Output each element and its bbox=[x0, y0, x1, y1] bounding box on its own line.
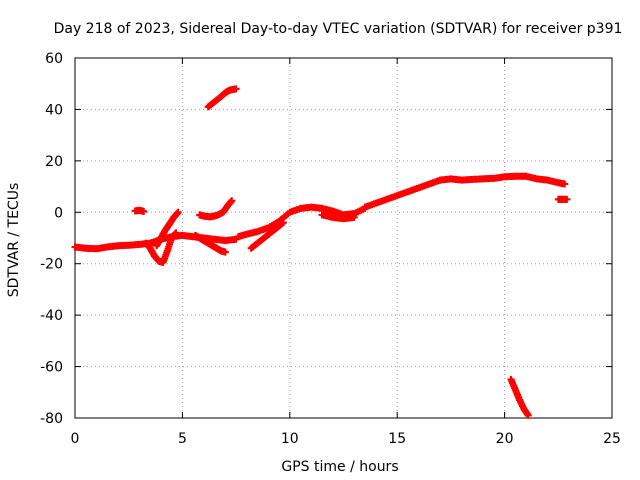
data-point bbox=[228, 197, 236, 205]
series-isolated-3h bbox=[131, 206, 148, 216]
series-plateau-17-21h bbox=[436, 172, 530, 184]
x-tick-label: 15 bbox=[388, 431, 406, 447]
chart-title: Day 218 of 2023, Sidereal Day-to-day VTE… bbox=[54, 21, 623, 37]
plot-frame bbox=[74, 57, 613, 419]
series-steep-descent-20-21h bbox=[507, 375, 532, 419]
series-dip-near-4h bbox=[142, 229, 180, 266]
series-decline-21-23h bbox=[522, 172, 569, 188]
x-tick-label: 0 bbox=[71, 431, 80, 447]
data-point bbox=[279, 219, 287, 227]
y-tick-label: -20 bbox=[40, 257, 63, 273]
series-rising-14-17h bbox=[361, 176, 444, 211]
data-point bbox=[172, 229, 180, 237]
y-tick-label: 60 bbox=[45, 51, 63, 67]
x-tick-label: 20 bbox=[496, 431, 514, 447]
y-tick-label: 40 bbox=[45, 102, 63, 118]
data-point bbox=[350, 213, 358, 221]
x-tick-label: 5 bbox=[178, 431, 187, 447]
series-rising-arc-4h bbox=[153, 208, 182, 250]
series-arc-6-7h bbox=[191, 231, 229, 256]
y-axis-label: SDTVAR / TECUs bbox=[6, 183, 22, 298]
data-point bbox=[221, 248, 229, 256]
x-tick-label: 10 bbox=[281, 431, 299, 447]
data-point bbox=[140, 208, 148, 216]
series-high-segment-6-7h bbox=[204, 85, 240, 111]
series-steep-arcs-8-10h bbox=[247, 219, 287, 252]
x-tick-label: 25 bbox=[603, 431, 621, 447]
data-point bbox=[524, 411, 532, 419]
data-points bbox=[71, 85, 571, 419]
series-isolated-22-23h bbox=[554, 195, 571, 203]
series-segment-6-7h bbox=[196, 197, 236, 221]
x-axis-label: GPS time / hours bbox=[281, 459, 398, 475]
data-point bbox=[563, 195, 571, 203]
y-tick-label: 0 bbox=[54, 205, 63, 221]
y-tick-label: -40 bbox=[40, 308, 63, 324]
data-point bbox=[561, 180, 569, 188]
ticks: 0 5 10 15 20 25 -80 -60 -40 -20 0 20 40 60 bbox=[40, 51, 621, 447]
y-tick-label: -60 bbox=[40, 360, 63, 376]
data-point bbox=[232, 85, 240, 93]
y-tick-label: 20 bbox=[45, 154, 63, 170]
y-tick-label: -80 bbox=[40, 411, 63, 427]
series-low-branch-11-13h bbox=[318, 211, 358, 223]
data-point bbox=[174, 208, 182, 216]
